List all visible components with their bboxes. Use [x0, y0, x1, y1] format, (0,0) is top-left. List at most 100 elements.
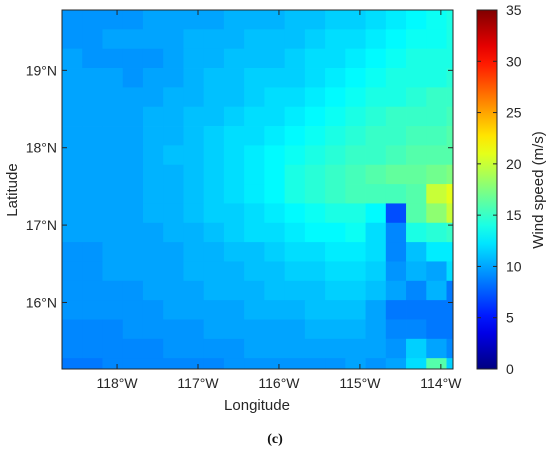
- heatmap-cell: [325, 87, 346, 108]
- heatmap-cell: [264, 184, 286, 204]
- heatmap-cell: [62, 261, 83, 282]
- heatmap-cell: [304, 68, 326, 88]
- heatmap-cell: [142, 184, 164, 204]
- heatmap-cell: [325, 29, 346, 50]
- heatmap-cell: [122, 300, 144, 320]
- heatmap-cell: [284, 29, 306, 50]
- heatmap-cell: [142, 319, 164, 340]
- heatmap-cell: [122, 184, 144, 204]
- heatmap-cell: [203, 29, 225, 50]
- heatmap-cell: [122, 261, 144, 282]
- colorbar: [476, 9, 498, 370]
- heatmap-cell: [385, 48, 407, 69]
- heatmap-cell: [284, 145, 306, 166]
- colorbar-tick-label: 30: [506, 53, 522, 69]
- heatmap-cell: [446, 164, 454, 185]
- heatmap-cell: [82, 319, 103, 340]
- heatmap-cell: [183, 203, 205, 224]
- heatmap-cell: [446, 87, 454, 108]
- heatmap-cell: [264, 338, 286, 359]
- heatmap-cell: [203, 10, 225, 30]
- heatmap-cell: [385, 300, 407, 320]
- heatmap-cell: [365, 164, 387, 185]
- heatmap-cell: [163, 48, 184, 69]
- heatmap-cell: [183, 300, 205, 320]
- heatmap-cell: [325, 358, 346, 370]
- heatmap-cell: [203, 242, 225, 262]
- heatmap-cell: [406, 126, 427, 146]
- heatmap-cell: [163, 338, 184, 359]
- heatmap-cell: [62, 358, 83, 370]
- heatmap-cell: [183, 48, 205, 69]
- heatmap-cell: [284, 126, 306, 146]
- heatmap-cell: [264, 280, 286, 301]
- heatmap-cell: [183, 280, 205, 301]
- heatmap-cell: [325, 126, 346, 146]
- heatmap-cell: [345, 338, 366, 359]
- heatmap-cell: [203, 184, 225, 204]
- heatmap-cell: [304, 164, 326, 185]
- heatmap-cell: [365, 242, 387, 262]
- heatmap-cell: [244, 87, 265, 108]
- heatmap-cell: [446, 29, 454, 50]
- heatmap-cell: [426, 184, 447, 204]
- heatmap-cell: [244, 242, 265, 262]
- heatmap-cell: [122, 29, 144, 50]
- heatmap-cell: [102, 300, 124, 320]
- heatmap-cell: [385, 164, 407, 185]
- y-tick-label: 16°N: [26, 294, 57, 310]
- heatmap-cell: [426, 145, 447, 166]
- heatmap-cell: [102, 184, 124, 204]
- heatmap-cell: [62, 184, 83, 204]
- heatmap-cell: [426, 29, 447, 50]
- heatmap-cell: [122, 10, 144, 30]
- heatmap-cell: [325, 145, 346, 166]
- heatmap-cell: [325, 300, 346, 320]
- heatmap-cell: [345, 145, 366, 166]
- heatmap-cell: [385, 203, 407, 224]
- heatmap-cell: [365, 145, 387, 166]
- heatmap-cell: [203, 164, 225, 185]
- heatmap-cell: [284, 319, 306, 340]
- heatmap-cell: [365, 280, 387, 301]
- heatmap-cell: [62, 222, 83, 243]
- heatmap-cell: [203, 338, 225, 359]
- heatmap-cell: [446, 358, 454, 370]
- heatmap-cell: [142, 87, 164, 108]
- heatmap-cell: [426, 10, 447, 30]
- heatmap-cell: [122, 358, 144, 370]
- heatmap-cell: [203, 68, 225, 88]
- heatmap-cell: [406, 106, 427, 127]
- heatmap-cell: [365, 29, 387, 50]
- heatmap-cell: [385, 10, 407, 30]
- heatmap-cell: [223, 68, 245, 88]
- heatmap-cell: [304, 106, 326, 127]
- heatmap-cell: [244, 300, 265, 320]
- heatmap-cell: [304, 338, 326, 359]
- heatmap-cell: [284, 242, 306, 262]
- heatmap-cell: [223, 87, 245, 108]
- heatmap-cell: [385, 126, 407, 146]
- heatmap-cell: [102, 126, 124, 146]
- heatmap-cell: [304, 358, 326, 370]
- heatmap-cell: [244, 203, 265, 224]
- heatmap-cell: [406, 87, 427, 108]
- heatmap-cell: [426, 280, 447, 301]
- heatmap-cell: [223, 242, 245, 262]
- heatmap-cell: [345, 10, 366, 30]
- heatmap-cell: [223, 126, 245, 146]
- heatmap-cell: [122, 280, 144, 301]
- heatmap-cell: [142, 29, 164, 50]
- colorbar-tick-label: 0: [506, 361, 514, 377]
- heatmap-cell: [163, 242, 184, 262]
- heatmap-cell: [244, 280, 265, 301]
- heatmap-cell: [284, 106, 306, 127]
- heatmap-cell: [122, 48, 144, 69]
- heatmap-cell: [365, 126, 387, 146]
- heatmap-cell: [142, 261, 164, 282]
- heatmap-cell: [163, 29, 184, 50]
- heatmap-cell: [365, 68, 387, 88]
- heatmap-cell: [345, 203, 366, 224]
- heatmap-cell: [325, 222, 346, 243]
